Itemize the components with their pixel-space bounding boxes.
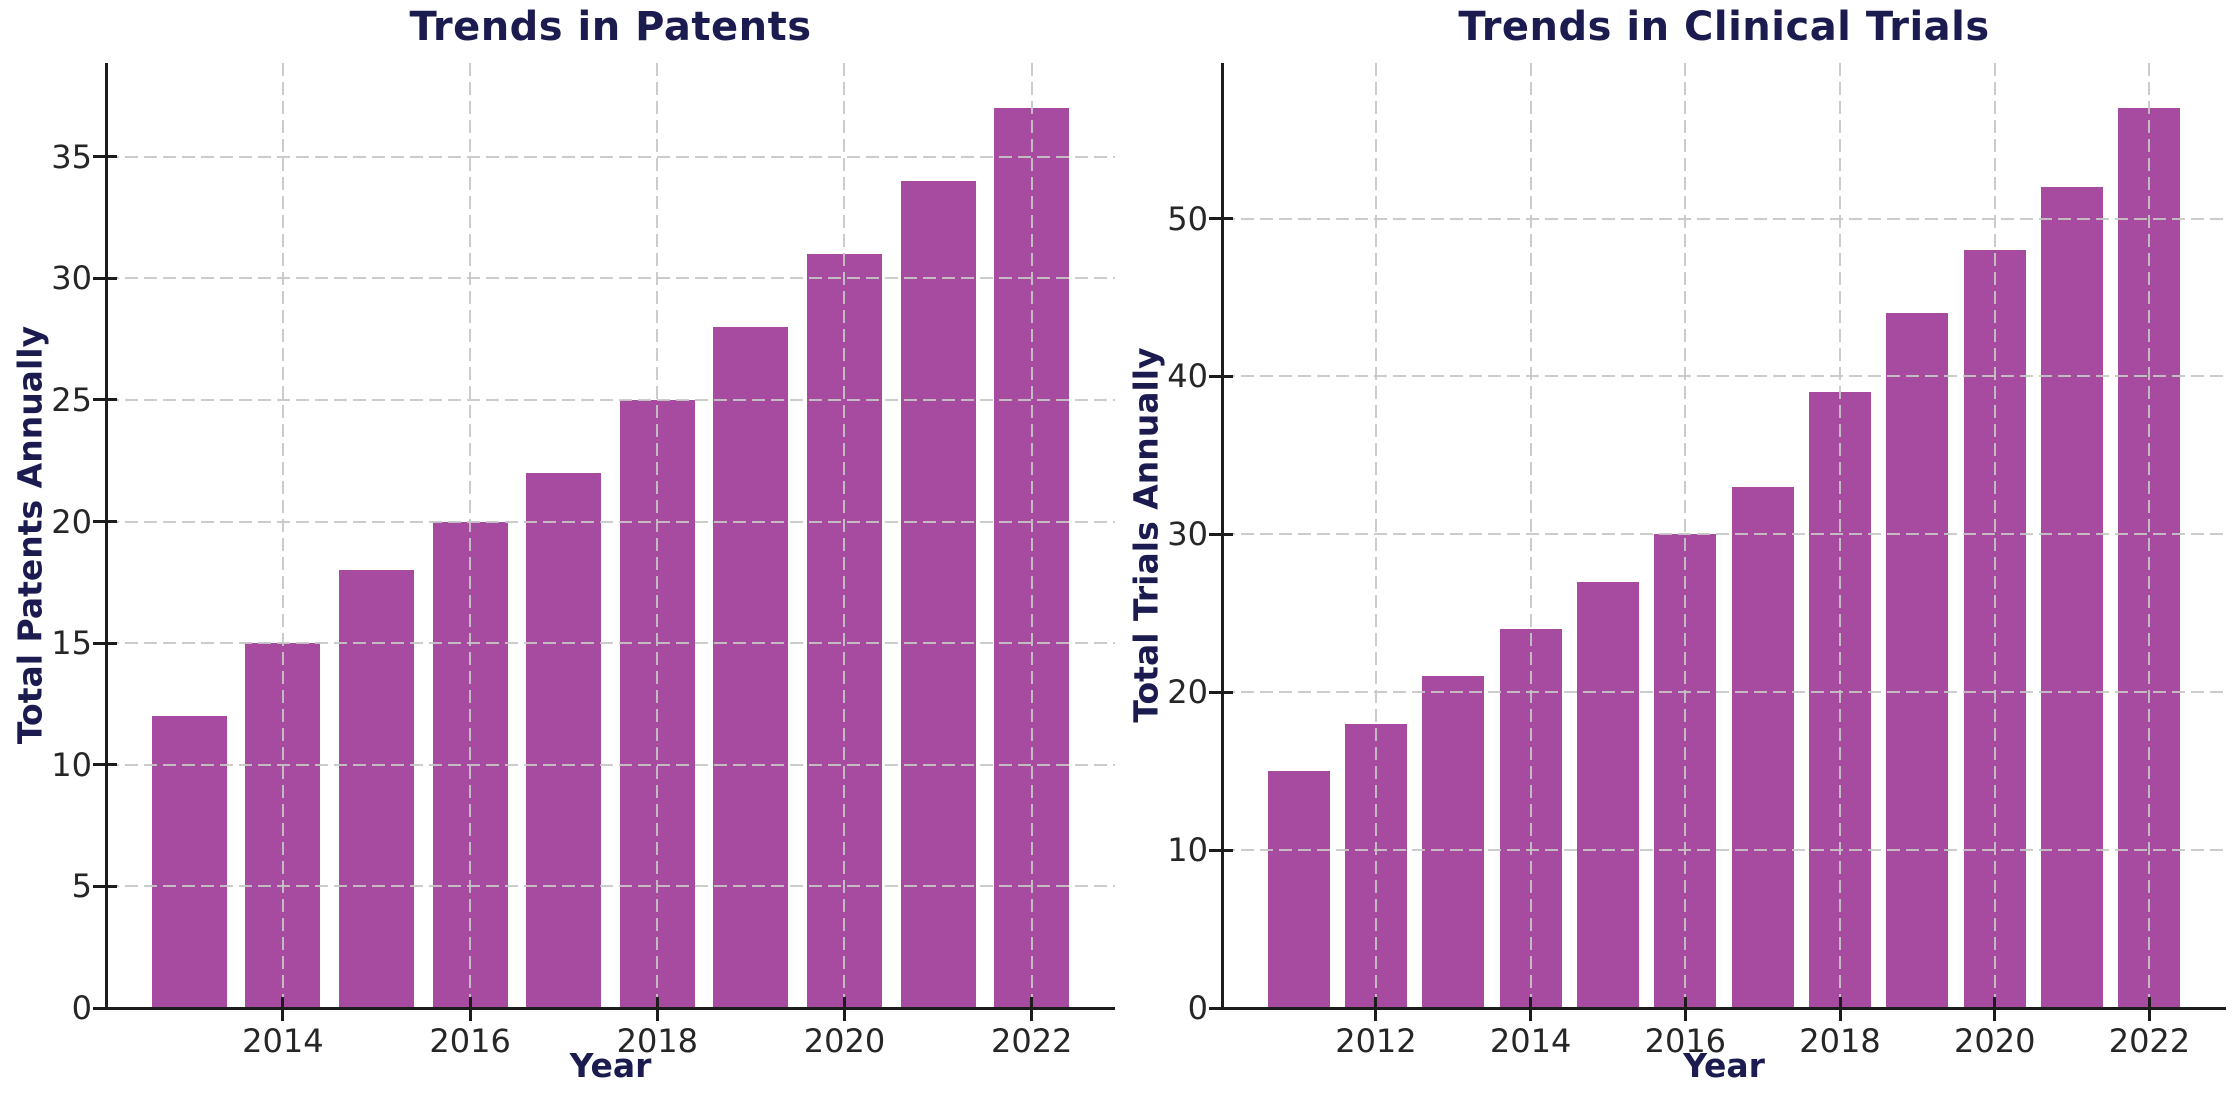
y-tick-label-30: 30 bbox=[1167, 515, 1208, 554]
x-tick-mark-2014 bbox=[1529, 997, 1533, 1021]
x-tick-label-2018: 2018 bbox=[1799, 1022, 1881, 1060]
gridline-y-30 bbox=[1222, 533, 2226, 536]
x-tick-mark-2016 bbox=[468, 997, 472, 1021]
chart-title: Trends in Clinical Trials bbox=[1458, 4, 1990, 50]
x-tick-mark-2012 bbox=[1374, 997, 1378, 1021]
bar-2021 bbox=[2041, 186, 2103, 1008]
gridline-x-2014 bbox=[1529, 63, 1532, 1008]
x-tick-label-2014: 2014 bbox=[242, 1022, 324, 1060]
bar-2015 bbox=[1577, 581, 1639, 1008]
y-tick-mark-20 bbox=[93, 520, 117, 523]
y-tick-mark-0 bbox=[1209, 1006, 1233, 1010]
gridline-x-2016 bbox=[1684, 63, 1687, 1008]
bar-2019 bbox=[713, 326, 789, 1008]
gridline-y-25 bbox=[106, 398, 1115, 401]
y-axis-spine bbox=[104, 63, 108, 1010]
gridline-y-20 bbox=[106, 520, 1115, 523]
gridline-y-10 bbox=[1222, 849, 2226, 852]
gridline-y-20 bbox=[1222, 691, 2226, 694]
y-tick-mark-25 bbox=[93, 398, 117, 402]
x-tick-label-2020: 2020 bbox=[803, 1022, 886, 1060]
x-tick-label-2014: 2014 bbox=[1489, 1022, 1572, 1060]
x-axis-label: Year bbox=[1683, 1046, 1765, 1085]
x-tick-mark-2014 bbox=[281, 997, 285, 1021]
x-axis-label: Year bbox=[569, 1046, 652, 1085]
x-tick-label-2012: 2012 bbox=[1335, 1022, 1417, 1060]
y-tick-mark-30 bbox=[1209, 532, 1233, 536]
gridline-y-10 bbox=[106, 763, 1115, 766]
y-tick-label-15: 15 bbox=[51, 624, 92, 663]
y-tick-label-10: 10 bbox=[1167, 831, 1208, 870]
gridline-x-2016 bbox=[469, 63, 472, 1008]
gridline-y-30 bbox=[106, 277, 1115, 280]
gridline-y-50 bbox=[1222, 217, 2226, 220]
x-tick-mark-2020 bbox=[1993, 997, 1997, 1021]
y-tick-label-0: 0 bbox=[71, 989, 92, 1027]
x-tick-mark-2022 bbox=[2147, 997, 2151, 1021]
y-tick-mark-0 bbox=[93, 1006, 117, 1010]
y-tick-label-50: 50 bbox=[1167, 199, 1208, 238]
x-tick-mark-2018 bbox=[655, 997, 659, 1021]
bar-2017 bbox=[1731, 486, 1794, 1008]
y-tick-label-25: 25 bbox=[51, 380, 92, 419]
y-tick-label-40: 40 bbox=[1167, 357, 1208, 396]
x-tick-label-2016: 2016 bbox=[429, 1022, 511, 1060]
gridline-x-2018 bbox=[1839, 63, 1842, 1008]
bar-2011 bbox=[1267, 771, 1330, 1008]
y-tick-mark-5 bbox=[93, 884, 117, 888]
y-axis-spine bbox=[1220, 63, 1224, 1010]
y-tick-mark-10 bbox=[1209, 848, 1233, 852]
gridline-x-2020 bbox=[843, 63, 846, 1008]
bar-2013 bbox=[151, 716, 227, 1008]
y-tick-mark-35 bbox=[93, 155, 117, 159]
gridline-x-2022 bbox=[1030, 63, 1033, 1008]
x-tick-mark-2020 bbox=[842, 997, 846, 1021]
chart-title: Trends in Patents bbox=[409, 4, 812, 50]
gridline-x-2018 bbox=[656, 63, 659, 1008]
x-tick-label-2022: 2022 bbox=[990, 1022, 1073, 1060]
bar-2021 bbox=[900, 180, 976, 1008]
x-axis-spine bbox=[1220, 1006, 2226, 1010]
y-tick-label-20: 20 bbox=[1167, 673, 1208, 712]
y-tick-mark-30 bbox=[93, 276, 117, 280]
gridline-y-35 bbox=[106, 155, 1115, 158]
x-tick-label-2020: 2020 bbox=[1954, 1022, 2036, 1060]
x-tick-label-2022: 2022 bbox=[2108, 1022, 2191, 1060]
y-tick-mark-15 bbox=[93, 641, 117, 645]
y-tick-mark-50 bbox=[1209, 217, 1233, 221]
x-tick-mark-2018 bbox=[1838, 997, 1842, 1021]
bar-2013 bbox=[1422, 676, 1485, 1008]
y-tick-mark-20 bbox=[1209, 690, 1233, 694]
gridline-y-40 bbox=[1222, 375, 2226, 378]
bar-2019 bbox=[1886, 313, 1949, 1008]
gridline-x-2012 bbox=[1374, 63, 1377, 1008]
y-tick-label-0: 0 bbox=[1187, 989, 1208, 1027]
x-tick-label-2018: 2018 bbox=[616, 1022, 699, 1060]
y-tick-label-30: 30 bbox=[51, 259, 92, 298]
y-tick-label-20: 20 bbox=[51, 502, 92, 541]
x-tick-mark-2022 bbox=[1030, 997, 1034, 1021]
y-tick-mark-40 bbox=[1209, 374, 1233, 378]
x-tick-label-2016: 2016 bbox=[1644, 1022, 1727, 1060]
y-tick-label-5: 5 bbox=[71, 867, 92, 906]
x-axis-spine bbox=[104, 1006, 1115, 1010]
gridline-y-5 bbox=[106, 885, 1115, 888]
x-tick-mark-2016 bbox=[1683, 997, 1687, 1021]
y-tick-mark-10 bbox=[93, 763, 117, 767]
y-tick-label-10: 10 bbox=[51, 745, 92, 784]
bar-2017 bbox=[526, 472, 602, 1008]
plot-area: 0 5 10 15 20 25 30 35 2014 2016 2018 2020 2022 bbox=[51, 63, 1115, 1060]
bar-2015 bbox=[339, 570, 414, 1008]
plot-area: 0 10 20 30 40 50 2012 2014 2016 2018 2020 2022 bbox=[1167, 63, 2226, 1060]
gridline-x-2020 bbox=[1993, 63, 1996, 1008]
gridline-y-15 bbox=[106, 642, 1115, 645]
gridline-x-2022 bbox=[2148, 63, 2151, 1008]
y-tick-label-35: 35 bbox=[51, 137, 92, 176]
gridline-x-2014 bbox=[281, 63, 284, 1008]
